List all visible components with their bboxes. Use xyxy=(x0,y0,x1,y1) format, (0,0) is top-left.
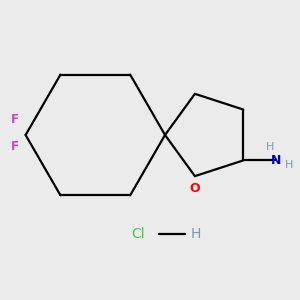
Text: Cl: Cl xyxy=(131,226,145,241)
Text: O: O xyxy=(190,182,200,195)
Text: F: F xyxy=(11,113,18,126)
Text: H: H xyxy=(285,160,293,170)
Text: H: H xyxy=(190,226,201,241)
Text: H: H xyxy=(266,142,274,152)
Text: F: F xyxy=(11,140,18,154)
Text: N: N xyxy=(271,154,281,167)
